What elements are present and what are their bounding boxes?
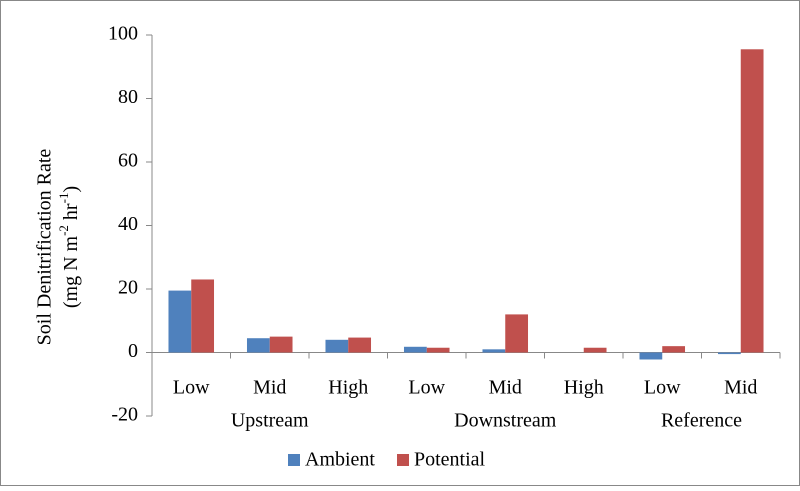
- x-tick-label: Low: [173, 377, 210, 399]
- x-tick-label: Low: [408, 377, 445, 399]
- bar: [348, 337, 372, 353]
- label-part: (mg N m: [60, 235, 82, 308]
- y-axis-label: (mg N m-2 hr-1): [56, 186, 82, 308]
- bar: [740, 49, 764, 353]
- y-axis-label: Soil Denitrification Rate: [34, 149, 56, 346]
- x-tick-label: Mid: [489, 377, 522, 399]
- legend-swatch: [288, 454, 300, 466]
- bar: [325, 339, 349, 353]
- x-tick-label: Low: [644, 377, 681, 399]
- bar: [583, 347, 607, 353]
- y-tick-label: 60: [118, 150, 138, 172]
- y-tick-label: 40: [118, 213, 138, 235]
- bar: [505, 314, 529, 353]
- legend-swatch: [397, 454, 409, 466]
- y-tick-label: 80: [118, 86, 138, 108]
- legend-label: Potential: [414, 449, 486, 471]
- x-tick-label: Mid: [253, 377, 286, 399]
- bar: [717, 352, 741, 355]
- superscript: -1: [56, 193, 71, 204]
- bar: [246, 338, 270, 353]
- y-tick-label: 0: [128, 340, 138, 362]
- superscript: -2: [56, 225, 71, 236]
- bar: [482, 349, 506, 353]
- legend-label: Ambient: [305, 449, 375, 471]
- group-label: Downstream: [454, 410, 557, 432]
- bar: [168, 290, 192, 353]
- bar: [639, 352, 663, 360]
- bar: [269, 336, 293, 353]
- bar: [403, 346, 427, 353]
- bar: [662, 346, 686, 353]
- y-tick-label: 100: [108, 23, 138, 45]
- x-tick-label: Mid: [724, 377, 757, 399]
- x-tick-label: High: [328, 377, 368, 399]
- bar: [426, 347, 450, 353]
- label-part: ): [60, 186, 82, 193]
- bar: [191, 279, 215, 353]
- group-label: Upstream: [231, 410, 309, 432]
- y-tick-label: 20: [118, 277, 138, 299]
- x-tick-label: High: [564, 377, 604, 399]
- y-tick-label: -20: [111, 404, 138, 426]
- label-part: hr: [60, 203, 82, 225]
- group-label: Reference: [661, 410, 742, 432]
